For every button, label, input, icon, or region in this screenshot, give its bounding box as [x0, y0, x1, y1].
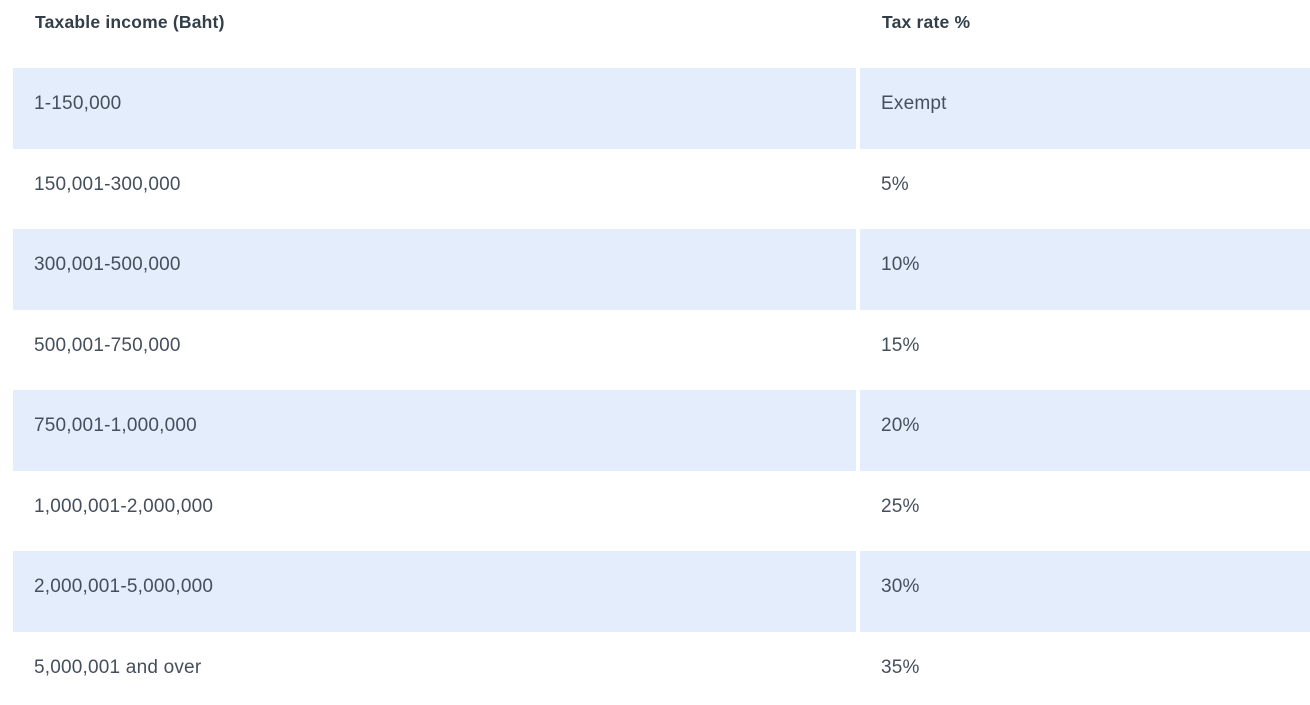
income-range-cell: 1,000,001-2,000,000 — [13, 470, 856, 551]
table-header-row: Taxable income (Baht) Tax rate % — [13, 0, 1310, 68]
income-range-cell: 300,001-500,000 — [13, 229, 856, 310]
income-range-cell: 750,001-1,000,000 — [13, 390, 856, 471]
table-row: 750,001-1,000,000 20% — [13, 390, 1310, 471]
income-range-cell: 500,001-750,000 — [13, 309, 856, 390]
table-row: 5,000,001 and over 35% — [13, 631, 1310, 705]
table-row: 150,001-300,000 5% — [13, 148, 1310, 229]
tax-rate-cell: 5% — [860, 148, 1310, 229]
income-range-cell: 5,000,001 and over — [13, 631, 856, 705]
tax-rate-cell: Exempt — [860, 68, 1310, 149]
income-range-cell: 150,001-300,000 — [13, 148, 856, 229]
table-row: 1-150,000 Exempt — [13, 68, 1310, 149]
tax-rate-cell: 20% — [860, 390, 1310, 471]
table-row: 1,000,001-2,000,000 25% — [13, 470, 1310, 551]
table-body: 1-150,000 Exempt 150,001-300,000 5% 300,… — [13, 68, 1310, 705]
table-row: 300,001-500,000 10% — [13, 229, 1310, 310]
tax-rate-cell: 10% — [860, 229, 1310, 310]
column-header-tax-rate: Tax rate % — [860, 0, 1310, 68]
tax-rate-cell: 15% — [860, 309, 1310, 390]
table-row: 2,000,001-5,000,000 30% — [13, 551, 1310, 632]
column-header-taxable-income: Taxable income (Baht) — [13, 0, 856, 68]
table-row: 500,001-750,000 15% — [13, 309, 1310, 390]
tax-rate-cell: 30% — [860, 551, 1310, 632]
income-range-cell: 2,000,001-5,000,000 — [13, 551, 856, 632]
tax-rate-cell: 25% — [860, 470, 1310, 551]
income-range-cell: 1-150,000 — [13, 68, 856, 149]
tax-rate-table: Taxable income (Baht) Tax rate % 1-150,0… — [13, 0, 1310, 705]
tax-rate-cell: 35% — [860, 631, 1310, 705]
